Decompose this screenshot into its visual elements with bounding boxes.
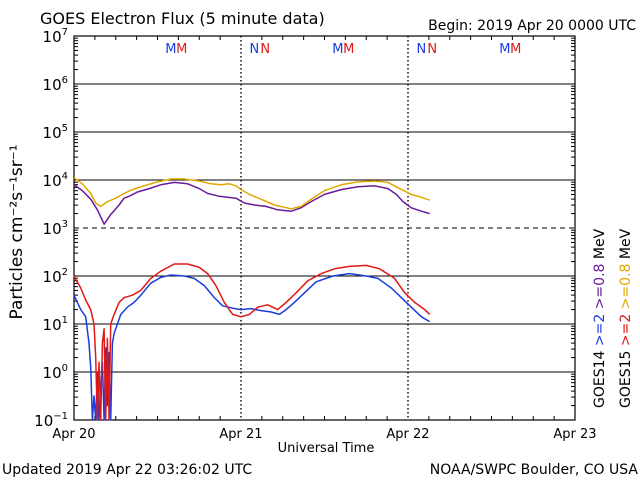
y-tick-labels: 107 106 105 104 103 102 101 100 10−1 (34, 27, 68, 430)
series-line (73, 181, 430, 225)
series-line (73, 263, 431, 421)
y-tick-label: 102 (43, 267, 68, 286)
series-line (73, 176, 430, 210)
day-marker: M (176, 42, 187, 57)
legend: GOES14 >=2 >=0.8 MeV GOES15 >=2 >=0.8 MeV (592, 228, 634, 408)
x-tick-labels: Apr 20 Apr 21 Apr 22 Apr 23 (52, 427, 596, 442)
x-tick-label: Apr 23 (553, 427, 596, 442)
begin-time: Begin: 2019 Apr 20 0000 UTC (428, 18, 636, 34)
grid-lines (74, 36, 575, 420)
day-marker: N (427, 42, 437, 57)
x-tick-label: Apr 20 (52, 427, 95, 442)
x-axis-label: Universal Time (278, 441, 375, 456)
y-tick-label: 105 (43, 123, 68, 142)
x-tick-label: Apr 22 (386, 427, 429, 442)
y-tick-label: 103 (43, 219, 68, 238)
day-marker: M (165, 42, 176, 57)
day-marker: M (332, 42, 343, 57)
day-dividers (240, 36, 409, 420)
day-marker: N (416, 42, 426, 57)
day-marker: M (510, 42, 521, 57)
legend-goes14: GOES14 >=2 >=0.8 MeV (592, 228, 608, 408)
y-tick-label: 106 (43, 75, 68, 94)
day-marker: M (343, 42, 354, 57)
x-tick-label: Apr 21 (219, 427, 262, 442)
legend-goes15: GOES15 >=2 >=0.8 MeV (618, 228, 634, 408)
day-marker: N (260, 42, 270, 57)
day-marker: N (249, 42, 259, 57)
day-marker: M (499, 42, 510, 57)
credit: NOAA/SWPC Boulder, CO USA (430, 462, 639, 478)
y-tick-label: 104 (43, 171, 68, 190)
y-tick-label: 101 (43, 315, 68, 334)
legend-entry: GOES14 >=2 >=0.8 MeV (592, 228, 608, 408)
updated-time: Updated 2019 Apr 22 03:26:02 UTC (2, 462, 252, 478)
y-tick-label: 100 (43, 363, 68, 382)
legend-entry: GOES15 >=2 >=0.8 MeV (618, 228, 634, 408)
series-line (73, 272, 431, 421)
y-axis-label: Particles cm⁻²s⁻¹sr⁻¹ (7, 144, 27, 319)
chart-title: GOES Electron Flux (5 minute data) (40, 9, 325, 28)
y-tick-label: 107 (43, 27, 68, 46)
series-lines (73, 176, 431, 421)
y-tick-label: 10−1 (34, 411, 68, 430)
